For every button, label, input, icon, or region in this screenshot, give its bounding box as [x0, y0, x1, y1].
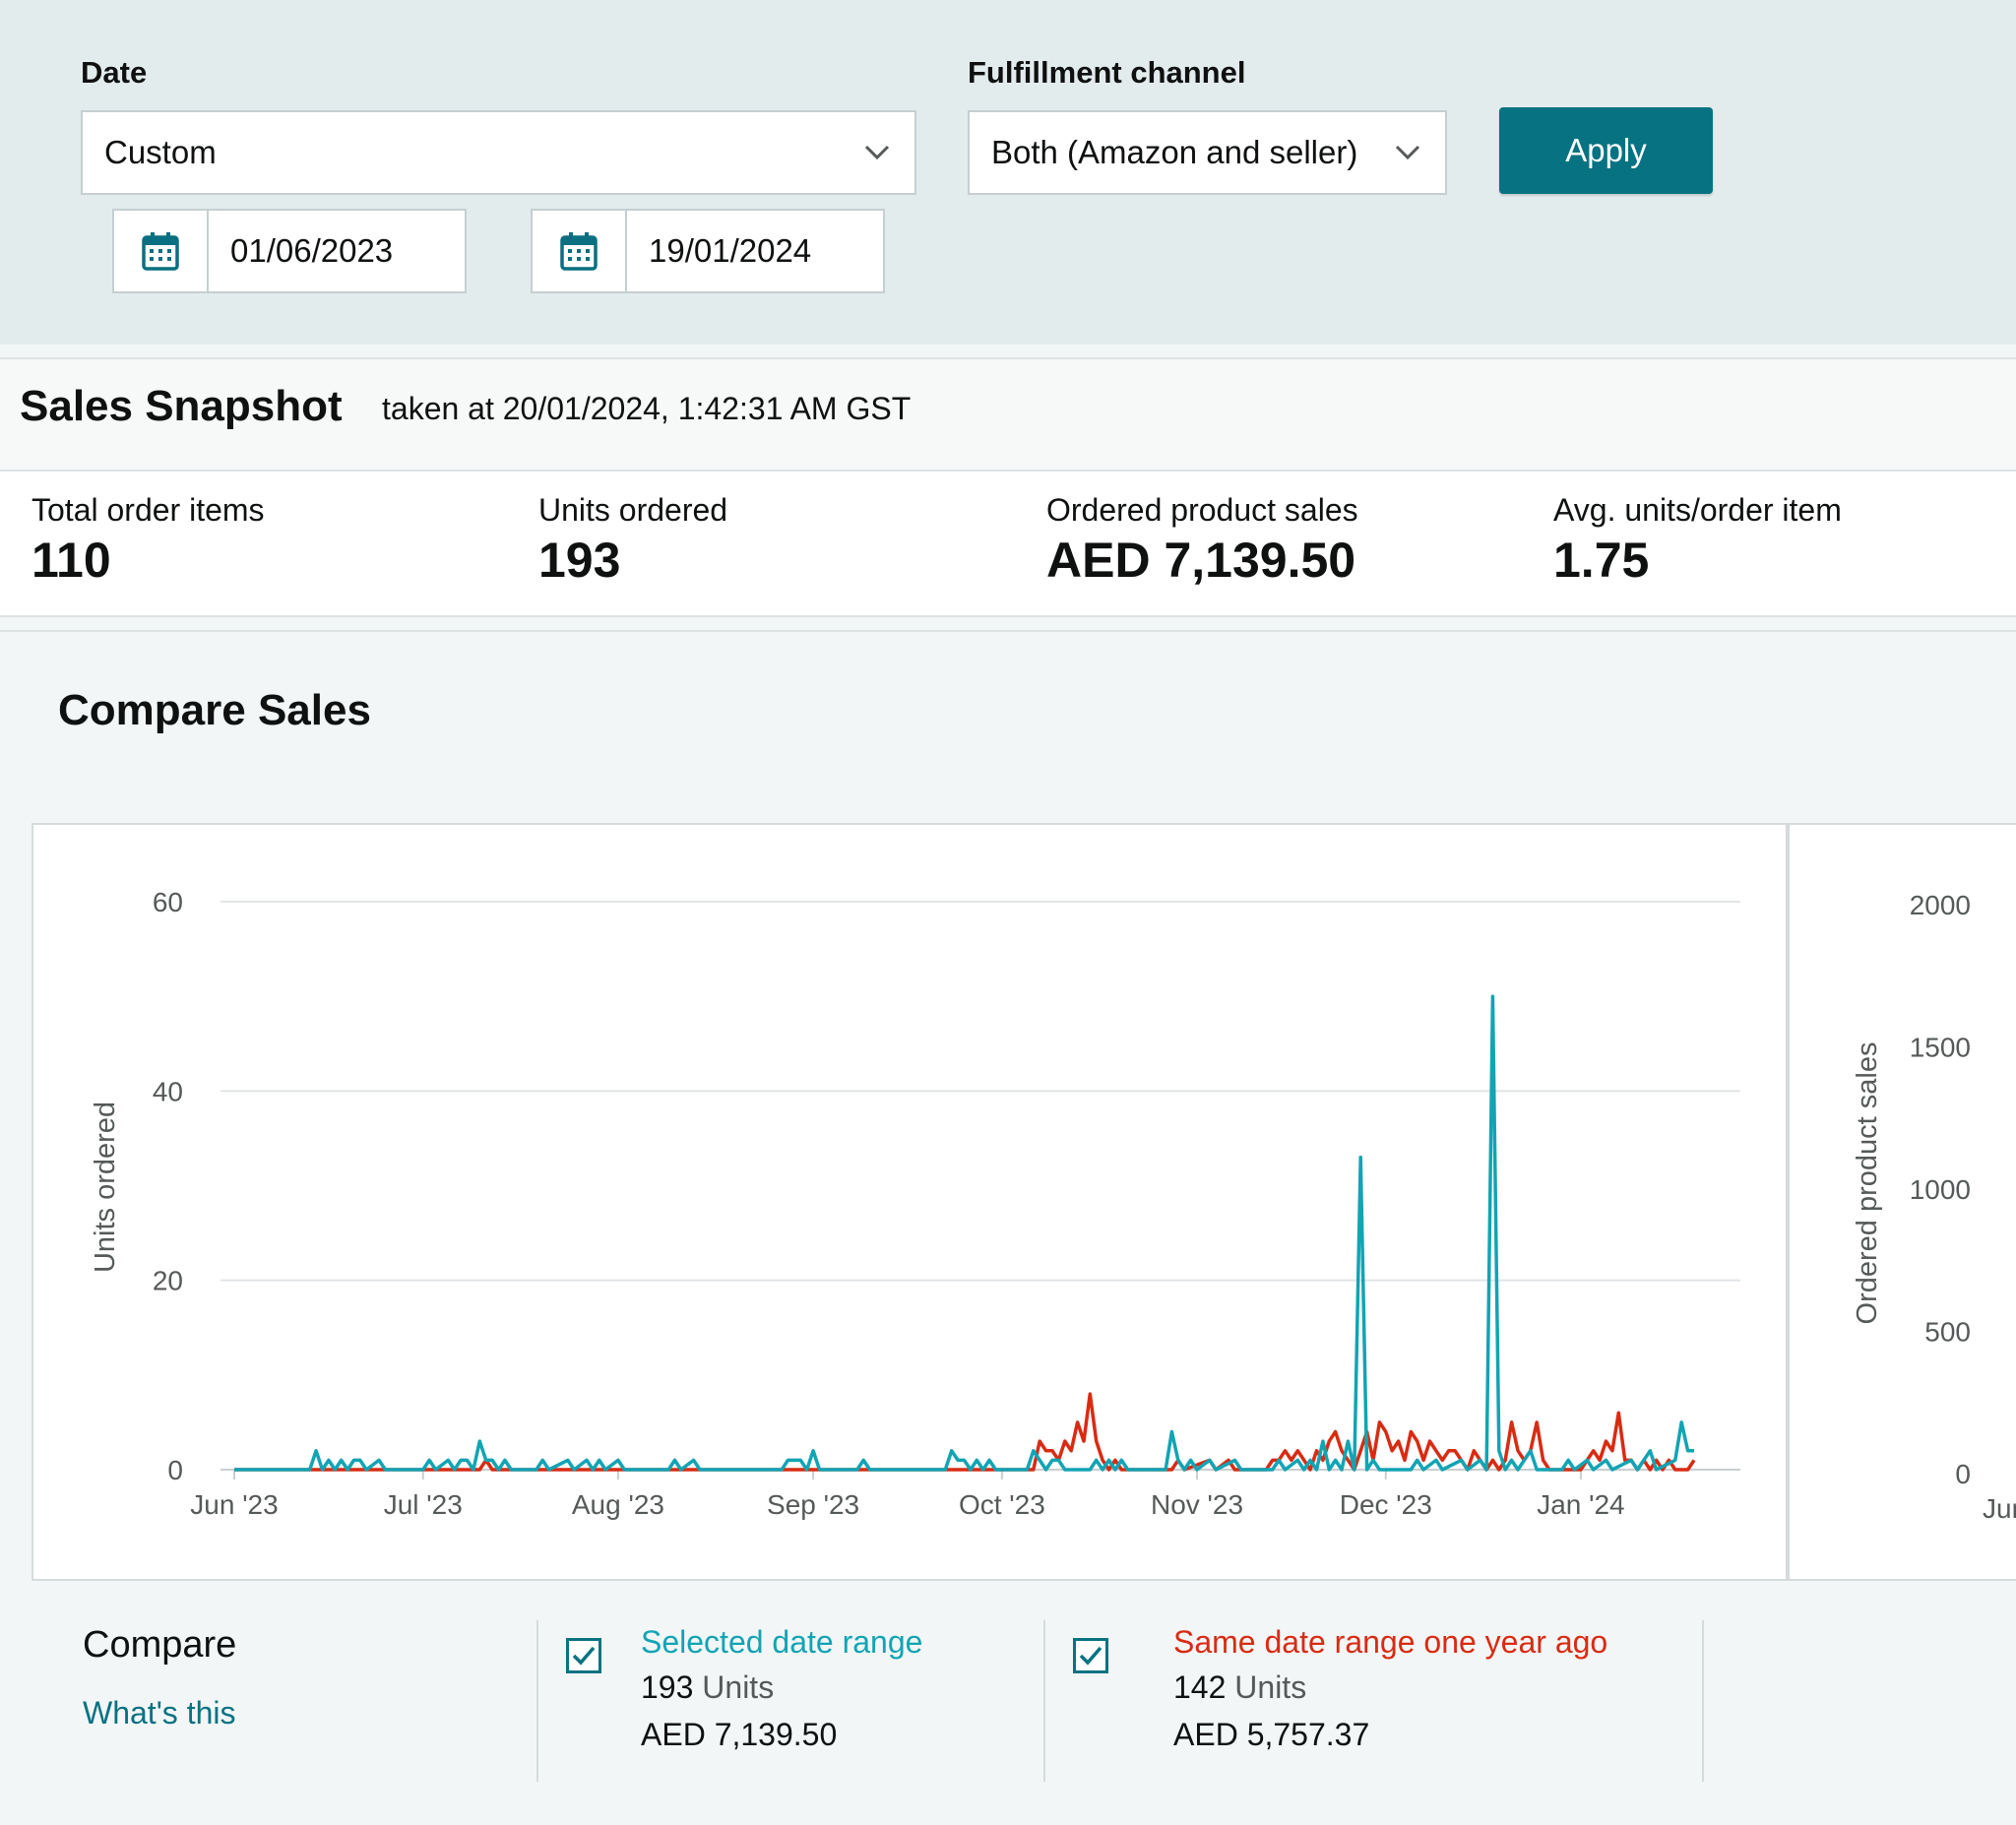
series-line: [234, 1392, 1696, 1472]
x-tick-label: Sep '23: [767, 1489, 859, 1520]
sales-snapshot-header: [0, 357, 2016, 472]
date-range-select[interactable]: Custom: [81, 110, 916, 195]
end-date-field[interactable]: 19/01/2024: [531, 209, 885, 293]
y-tick-label: 1000: [1910, 1174, 1971, 1205]
end-date-value: 19/01/2024: [649, 232, 812, 269]
series-name: Selected date range: [641, 1624, 923, 1660]
x-tick-label: Jun: [1983, 1493, 2016, 1524]
y-tick-label: 60: [153, 887, 183, 917]
chevron-down-icon: [864, 145, 890, 160]
x-tick-label: Dec '23: [1340, 1489, 1432, 1520]
x-tick-label: Oct '23: [959, 1489, 1045, 1520]
divider: [1043, 1620, 1045, 1782]
chevron-down-icon: [1395, 145, 1420, 160]
metric-label: Total order items: [32, 492, 265, 528]
units-value: 142: [1173, 1669, 1227, 1705]
divider: [1702, 1620, 1704, 1782]
whats-this-link[interactable]: What's this: [83, 1695, 236, 1731]
year-ago-range-checkbox[interactable]: [1073, 1638, 1108, 1673]
divider: [536, 1620, 538, 1782]
apply-button[interactable]: Apply: [1499, 107, 1713, 194]
x-tick-label: Aug '23: [572, 1489, 664, 1520]
checkmark-icon: [572, 1646, 596, 1666]
y-tick-label: 2000: [1910, 890, 1971, 920]
fulfillment-channel-label: Fulfillment channel: [968, 55, 1246, 90]
units-chart-panel: 0 20 40 60 Jun '23 Jul '23 Aug '23 Sep '23 Oct …: [32, 823, 1788, 1581]
metric-label: Ordered product sales: [1046, 492, 1358, 528]
y-tick-label: 0: [1955, 1459, 1971, 1489]
y-tick-label: 1500: [1910, 1033, 1971, 1063]
y-axis-label: Units ordered: [90, 1101, 121, 1273]
y-tick-label: 20: [153, 1266, 183, 1296]
series-name: Same date range one year ago: [1173, 1624, 1608, 1660]
metric-value: 110: [32, 533, 111, 588]
selected-range-checkbox[interactable]: [566, 1638, 601, 1673]
metric-value: AED 7,139.50: [1046, 533, 1356, 588]
series-line: [234, 994, 1694, 1472]
series-sales: AED 7,139.50: [641, 1717, 838, 1752]
sales-chart-panel: 0 500 1000 1500 2000 Jun Ordered product sal…: [1788, 823, 2016, 1581]
units-label: Units: [1234, 1669, 1307, 1705]
units-label: Units: [702, 1669, 775, 1705]
metric-label: Units ordered: [538, 492, 728, 528]
metric-label: Avg. units/order item: [1553, 492, 1842, 528]
compare-legend-title: Compare: [83, 1624, 237, 1666]
series-sales: AED 5,757.37: [1173, 1717, 1370, 1752]
sales-snapshot-title: Sales Snapshot: [20, 382, 343, 430]
x-tick-label: Jun '23: [190, 1489, 278, 1520]
metric-value: 1.75: [1553, 533, 1650, 588]
snapshot-metrics: [0, 472, 2016, 617]
units-value: 193: [641, 1669, 694, 1705]
calendar-icon[interactable]: [114, 211, 209, 291]
series-units: 142 Units: [1173, 1669, 1306, 1706]
compare-sales-title: Compare Sales: [58, 686, 371, 734]
ordered-product-sales-chart: 0 500 1000 1500 2000 Jun Ordered product sal…: [1852, 890, 2016, 1524]
date-label: Date: [81, 55, 148, 90]
metric-value: 193: [538, 533, 621, 588]
y-tick-label: 500: [1924, 1317, 1971, 1348]
fulfillment-channel-select[interactable]: Both (Amazon and seller): [968, 110, 1447, 195]
x-tick-label: Jan '24: [1537, 1489, 1624, 1520]
x-tick-label: Nov '23: [1151, 1489, 1243, 1520]
start-date-field[interactable]: 01/06/2023: [112, 209, 467, 293]
calendar-icon[interactable]: [533, 211, 627, 291]
y-tick-label: 0: [167, 1455, 183, 1485]
units-ordered-chart: 0 20 40 60 Jun '23 Jul '23 Aug '23 Sep '23 Oct …: [90, 887, 1740, 1520]
snapshot-timestamp: taken at 20/01/2024, 1:42:31 AM GST: [382, 391, 912, 426]
date-select-value: Custom: [104, 134, 217, 170]
series-units: 193 Units: [641, 1669, 774, 1706]
start-date-value: 01/06/2023: [230, 232, 394, 269]
x-tick-label: Jul '23: [384, 1489, 463, 1520]
y-tick-label: 40: [153, 1076, 183, 1106]
y-axis-label: Ordered product sales: [1852, 1042, 1883, 1325]
channel-select-value: Both (Amazon and seller): [991, 134, 1358, 170]
checkmark-icon: [1079, 1646, 1102, 1666]
